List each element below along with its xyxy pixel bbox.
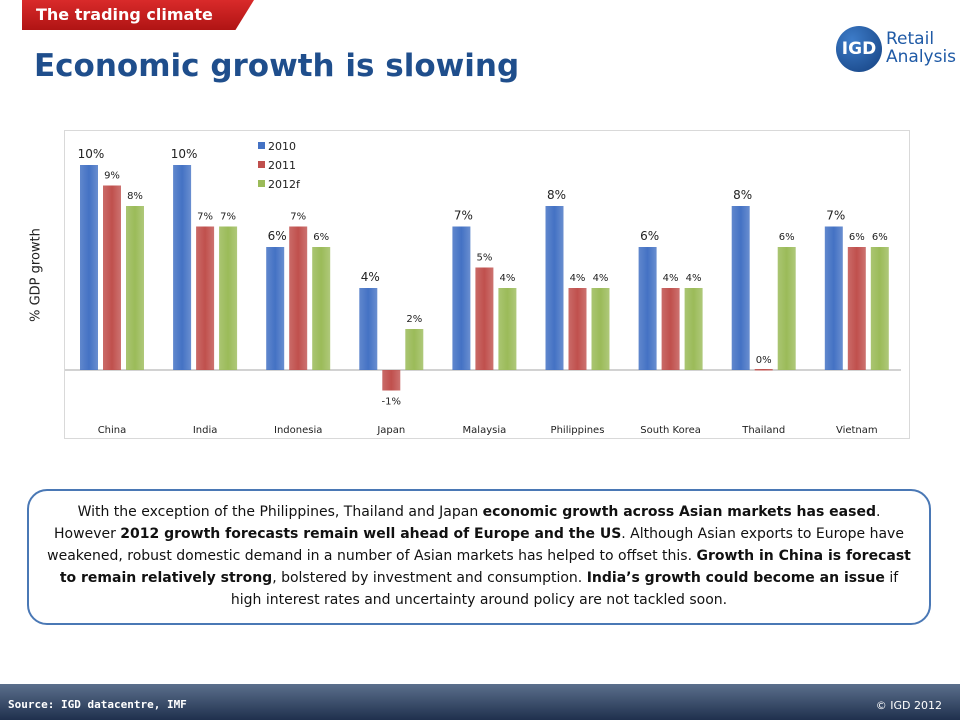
summary-bold-1: economic growth across Asian markets has… bbox=[482, 504, 876, 520]
category-label-india: India bbox=[193, 425, 218, 436]
data-label-indonesia-2011: 7% bbox=[290, 212, 306, 223]
y-axis-label: % GDP growth bbox=[28, 228, 44, 322]
summary-text-4: , bolstered by investment and consumptio… bbox=[272, 570, 587, 586]
bar-india-2010 bbox=[173, 165, 192, 370]
category-label-south-korea: South Korea bbox=[640, 425, 701, 436]
bar-india-2012f bbox=[219, 226, 238, 370]
bar-indonesia-2011 bbox=[289, 226, 308, 370]
data-label-thailand-2011: 0% bbox=[756, 355, 772, 366]
summary-bold-3: Growth in China is forecast to remain re… bbox=[59, 548, 911, 586]
data-label-thailand-2012f: 6% bbox=[779, 232, 795, 243]
data-label-philippines-2010: 8% bbox=[547, 188, 566, 202]
bar-india-2011 bbox=[196, 226, 215, 370]
data-label-japan-2012f: 2% bbox=[406, 314, 422, 325]
bar-vietnam-2012f bbox=[870, 247, 889, 370]
category-label-malaysia: Malaysia bbox=[463, 425, 507, 436]
data-label-malaysia-2012f: 4% bbox=[499, 273, 515, 284]
section-tab-label: The trading climate bbox=[36, 5, 213, 24]
bar-china-2011 bbox=[103, 185, 121, 370]
data-label-indonesia-2010: 6% bbox=[268, 229, 287, 243]
slide-title: Economic growth is slowing bbox=[34, 48, 520, 84]
footer-bar: Source: IGD datacentre, IMF © IGD 2012 bbox=[0, 684, 960, 720]
logo-mark: IGD bbox=[836, 26, 882, 72]
logo-line-2: Analysis bbox=[886, 47, 957, 67]
category-label-china: China bbox=[98, 425, 127, 436]
data-label-philippines-2011: 4% bbox=[570, 273, 586, 284]
bar-philippines-2012f bbox=[591, 288, 610, 370]
data-label-india-2010: 10% bbox=[171, 147, 198, 161]
summary-text-3: . Although Asian exports to Europe have … bbox=[47, 526, 904, 564]
copyright-note: © IGD 2012 bbox=[875, 699, 942, 712]
bar-malaysia-2012f bbox=[498, 288, 517, 370]
data-label-vietnam-2010: 7% bbox=[826, 209, 845, 223]
bar-malaysia-2011 bbox=[475, 267, 494, 370]
bar-indonesia-2012f bbox=[312, 247, 331, 370]
data-label-china-2011: 9% bbox=[104, 171, 120, 182]
legend-swatch-2012f bbox=[258, 180, 265, 187]
legend-label-2012f: 2012f bbox=[268, 178, 301, 191]
category-label-indonesia: Indonesia bbox=[274, 425, 322, 436]
data-label-japan-2011: -1% bbox=[382, 397, 401, 408]
data-label-india-2012f: 7% bbox=[220, 212, 236, 223]
category-label-japan: Japan bbox=[376, 425, 405, 436]
data-label-south-korea-2010: 6% bbox=[640, 229, 659, 243]
section-tab: The trading climate bbox=[22, 0, 254, 30]
category-label-philippines: Philippines bbox=[551, 425, 605, 436]
legend-label-2011: 2011 bbox=[268, 159, 296, 172]
legend-swatch-2011 bbox=[258, 161, 265, 168]
summary-bold-4: India’s growth could become an issue bbox=[586, 570, 885, 586]
bar-thailand-2011 bbox=[754, 369, 773, 371]
data-label-india-2011: 7% bbox=[197, 212, 213, 223]
igd-retail-analysis-logo: IGD Retail Analysis bbox=[836, 26, 956, 78]
category-label-thailand: Thailand bbox=[741, 425, 785, 436]
bar-vietnam-2011 bbox=[847, 247, 866, 370]
data-label-vietnam-2012f: 6% bbox=[872, 232, 888, 243]
data-label-south-korea-2011: 4% bbox=[663, 273, 679, 284]
summary-text-1: With the exception of the Philippines, T… bbox=[77, 504, 483, 520]
data-label-japan-2010: 4% bbox=[361, 270, 380, 284]
legend-swatch-2010 bbox=[258, 142, 265, 149]
data-label-south-korea-2012f: 4% bbox=[686, 273, 702, 284]
logo-wordmark: Retail Analysis bbox=[886, 30, 956, 66]
bar-thailand-2012f bbox=[777, 247, 796, 370]
data-label-indonesia-2012f: 6% bbox=[313, 232, 329, 243]
bar-south-korea-2011 bbox=[661, 288, 680, 370]
category-label-vietnam: Vietnam bbox=[836, 425, 878, 436]
summary-callout: With the exception of the Philippines, T… bbox=[27, 489, 931, 625]
data-label-thailand-2010: 8% bbox=[733, 188, 752, 202]
summary-bold-2: 2012 growth forecasts remain well ahead … bbox=[120, 526, 622, 542]
bar-china-2012f bbox=[126, 206, 144, 370]
data-label-vietnam-2011: 6% bbox=[849, 232, 865, 243]
bar-philippines-2011 bbox=[568, 288, 587, 370]
bar-china-2010 bbox=[80, 165, 98, 370]
bar-japan-2012f bbox=[405, 329, 424, 370]
logo-line-1: Retail bbox=[886, 29, 935, 49]
summary-text-5: if high interest rates and uncertainty a… bbox=[230, 570, 899, 608]
data-label-china-2012f: 8% bbox=[127, 191, 143, 202]
legend-label-2010: 2010 bbox=[268, 140, 296, 153]
bar-malaysia-2010 bbox=[452, 226, 471, 370]
bar-japan-2011 bbox=[382, 370, 401, 391]
bar-japan-2010 bbox=[359, 288, 378, 370]
bar-south-korea-2012f bbox=[684, 288, 703, 370]
data-label-malaysia-2011: 5% bbox=[476, 253, 492, 264]
bar-thailand-2010 bbox=[731, 206, 750, 370]
source-note: Source: IGD datacentre, IMF bbox=[8, 698, 187, 711]
chart-panel: 10% 9% 8% China 10% 7% 7% India 6% 7% 6% Indonesia 4… bbox=[64, 130, 910, 439]
bar-south-korea-2010 bbox=[638, 247, 657, 370]
bar-indonesia-2010 bbox=[266, 247, 285, 370]
data-label-malaysia-2010: 7% bbox=[454, 209, 473, 223]
data-label-philippines-2012f: 4% bbox=[593, 273, 609, 284]
bar-philippines-2010 bbox=[545, 206, 564, 370]
bar-vietnam-2010 bbox=[824, 226, 843, 370]
summary-text-2: . However bbox=[54, 504, 881, 542]
data-label-china-2010: 10% bbox=[78, 147, 105, 161]
